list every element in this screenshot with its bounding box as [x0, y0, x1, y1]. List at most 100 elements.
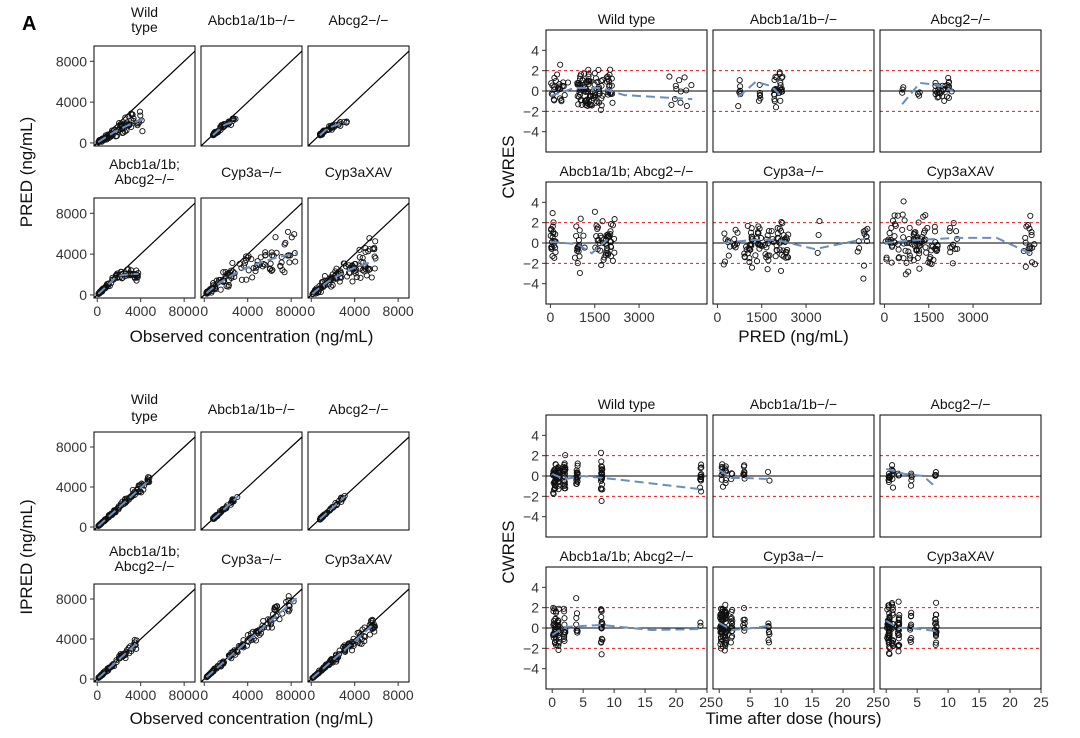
data-point — [557, 61, 564, 68]
data-point — [927, 260, 934, 267]
data-point — [368, 274, 375, 281]
data-point — [550, 219, 557, 226]
data-point — [561, 481, 568, 488]
data-point — [860, 275, 867, 282]
data-point — [551, 254, 558, 261]
data-point — [597, 106, 604, 113]
x-tick-label: 4000 — [339, 303, 370, 319]
data-point — [932, 616, 939, 623]
data-point — [896, 612, 903, 619]
data-point — [698, 488, 705, 495]
data-point — [588, 102, 595, 109]
data-point — [341, 642, 348, 649]
data-point — [229, 497, 237, 504]
data-point — [1022, 263, 1029, 270]
y-tick-label: 0 — [79, 671, 87, 687]
data-point — [316, 669, 323, 676]
data-point — [284, 228, 292, 235]
facet-plot-area — [201, 50, 302, 146]
data-point — [365, 266, 373, 273]
data-point — [932, 469, 939, 476]
data-point — [321, 272, 328, 280]
facet-plot-area — [713, 601, 874, 654]
data-point — [286, 259, 293, 266]
data-point — [899, 89, 906, 96]
data-point — [583, 97, 590, 104]
data-point — [585, 81, 592, 88]
x-tick-label: 0 — [882, 694, 890, 710]
facet-label: type — [131, 408, 158, 424]
data-point — [595, 66, 602, 73]
data-point — [741, 627, 748, 634]
data-point — [222, 505, 229, 512]
facet-plot-area — [308, 588, 409, 682]
x-tick-label: 20 — [1002, 694, 1018, 710]
data-point — [778, 218, 785, 226]
facet-plot-area — [201, 436, 302, 530]
data-point — [741, 250, 748, 257]
data-point — [335, 651, 343, 658]
data-point — [555, 646, 562, 654]
data-point — [576, 269, 583, 277]
facet-plot-area — [308, 50, 409, 146]
x-tick-label: 3000 — [790, 309, 821, 325]
data-point — [608, 82, 615, 89]
data-point — [598, 497, 605, 505]
data-point — [931, 228, 939, 235]
data-point — [688, 82, 695, 89]
y-axis-label: CWRES — [499, 135, 518, 198]
data-point — [247, 630, 255, 637]
data-point — [204, 673, 211, 680]
y-tick-label: 4 — [531, 42, 539, 58]
facet-cwres_vs_pred-0: Wild type −4 −2 0 2 4 — [523, 11, 708, 153]
data-point — [611, 249, 618, 256]
data-point — [932, 611, 939, 618]
data-point — [940, 86, 947, 93]
data-point — [891, 233, 898, 240]
data-point — [594, 237, 601, 244]
data-point — [362, 245, 369, 252]
data-point — [362, 248, 369, 256]
facet-frame — [712, 566, 875, 690]
facet-label: Abcg2−/− — [931, 11, 991, 27]
x-axis-label: Observed concentration (ng/mL) — [130, 327, 374, 346]
data-point — [554, 71, 561, 78]
y-tick-label: 4 — [531, 194, 539, 210]
data-point — [243, 276, 250, 283]
x-tick-label: 3000 — [623, 309, 654, 325]
data-point — [586, 92, 594, 99]
data-point — [258, 625, 266, 632]
data-point — [762, 251, 769, 258]
data-point — [933, 599, 940, 606]
data-point — [932, 641, 939, 648]
data-point — [552, 616, 559, 623]
data-point — [1022, 239, 1029, 246]
loess-line — [97, 118, 144, 144]
data-point — [717, 635, 725, 642]
x-tick-label: 4000 — [232, 687, 263, 703]
data-point — [756, 81, 763, 88]
data-point — [574, 470, 581, 477]
data-point — [271, 606, 278, 614]
facet-frame — [307, 197, 410, 299]
data-point — [888, 600, 896, 607]
data-point — [333, 658, 340, 665]
data-point — [592, 75, 599, 82]
data-point — [551, 482, 558, 489]
x-tick-label: 1500 — [913, 309, 944, 325]
facet-plot-area — [94, 50, 195, 146]
data-point — [607, 231, 614, 238]
x-tick-label: 0 — [548, 694, 556, 710]
data-point — [560, 79, 567, 86]
data-point — [764, 232, 771, 239]
facet-label: Abcb1a/1b; Abcg2−/− — [560, 548, 694, 564]
data-point — [856, 245, 863, 252]
data-point — [585, 73, 592, 80]
data-point — [676, 77, 683, 84]
data-point — [350, 642, 357, 649]
data-point — [359, 267, 366, 274]
data-point — [340, 260, 347, 267]
data-point — [777, 97, 784, 104]
data-point — [593, 222, 600, 229]
